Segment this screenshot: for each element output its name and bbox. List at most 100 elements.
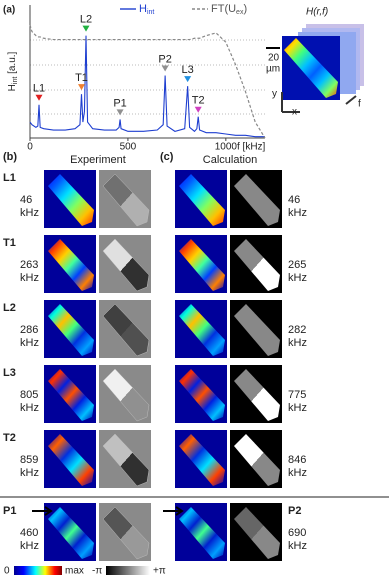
colorbar-label: -π [92, 566, 102, 577]
column-header: Calculation [203, 154, 257, 166]
frequency-unit: kHz [20, 402, 39, 414]
frequency-unit: kHz [288, 540, 307, 552]
frequency: 46 [20, 194, 32, 206]
calc-amplitude [179, 507, 225, 559]
inset-strip [284, 38, 338, 98]
legend-label: Hint [139, 3, 154, 16]
exp-phase [102, 506, 150, 560]
peak-label: T1 [75, 72, 88, 84]
frequency: 265 [288, 259, 306, 271]
y-label-main: H [7, 84, 18, 91]
colorbar-label: max [65, 566, 84, 577]
legend-name: H [139, 3, 147, 15]
legend-name: FT(U [211, 3, 236, 15]
frequency-unit: kHz [20, 540, 39, 552]
frequency-unit: kHz [288, 272, 307, 284]
peak-marker [35, 94, 43, 101]
grid [30, 39, 265, 115]
y-label-unit: [a.u.] [7, 51, 18, 76]
frequency-unit: kHz [20, 467, 39, 479]
axis-f: f [358, 99, 361, 110]
exp-amplitude [48, 434, 94, 486]
exp-amplitude [48, 369, 94, 421]
axis-arrows [281, 92, 357, 113]
excitation-arrow [32, 506, 53, 516]
panel-label: (b) [3, 151, 17, 163]
axis-y: y [272, 89, 277, 100]
calc-phase [234, 304, 280, 356]
peak-label: T2 [192, 95, 205, 107]
column-header: Experiment [70, 154, 126, 166]
peak-label: L2 [80, 13, 92, 25]
inset-title: H(r,f) [306, 7, 328, 18]
x-axis-label: f [kHz] [237, 142, 266, 153]
peak-marker [116, 109, 124, 116]
exp-amplitude [48, 239, 94, 291]
panel-label: (a) [3, 5, 15, 16]
frequency: 286 [20, 324, 38, 336]
mode-label: T2 [3, 432, 16, 444]
axis-x: x [292, 107, 297, 118]
calc-amplitude [179, 239, 225, 291]
frequency-unit: kHz [20, 207, 39, 219]
calc-phase [234, 434, 280, 486]
y-label-sub: int [12, 77, 19, 84]
peak-marker [161, 65, 169, 72]
exp-amplitude [48, 174, 94, 226]
exp-amplitude [48, 507, 94, 559]
frequency-unit: kHz [20, 337, 39, 349]
legend-end: ) [243, 3, 247, 15]
calc-amplitude [179, 369, 225, 421]
mode-label: L2 [3, 302, 16, 314]
mode-label: L1 [3, 172, 16, 184]
x-tick-label: 0 [27, 142, 33, 153]
frequency: 690 [288, 527, 306, 539]
frequency-unit: kHz [288, 402, 307, 414]
legend-label: FT(Uex) [211, 3, 247, 16]
calc-amplitude [179, 304, 225, 356]
frequency-unit: kHz [288, 207, 307, 219]
frequency: 805 [20, 389, 38, 401]
exp-phase [102, 238, 150, 292]
legend-sub: int [147, 9, 154, 16]
mode-label: T1 [3, 237, 16, 249]
calc-amplitude [179, 174, 225, 226]
peak-marker [184, 76, 192, 83]
colorbar-label: 0 [4, 566, 10, 577]
peak-label: L3 [182, 64, 194, 76]
series-line [29, 24, 266, 139]
peak-label: L1 [33, 83, 45, 95]
calc-amplitude [179, 434, 225, 486]
peak-marker [82, 25, 90, 32]
frequency: 263 [20, 259, 38, 271]
frequency-unit: kHz [288, 337, 307, 349]
series-line [29, 35, 265, 138]
scale-unit: µm [266, 64, 280, 75]
frequency: 282 [288, 324, 306, 336]
exp-phase [102, 433, 150, 487]
frequency: 460 [20, 527, 38, 539]
frequency: 859 [20, 454, 38, 466]
calc-phase [234, 507, 280, 559]
exp-phase [102, 173, 150, 227]
exp-phase [102, 303, 150, 357]
scale-value: 20 [268, 53, 280, 64]
exp-amplitude [48, 304, 94, 356]
peak-marker [78, 84, 86, 91]
colorbar-phase [106, 566, 150, 575]
mode-label: P2 [288, 505, 301, 517]
frequency: 775 [288, 389, 306, 401]
frequency: 846 [288, 454, 306, 466]
peak-label: P2 [158, 53, 171, 65]
peak-label: P1 [113, 97, 126, 109]
calc-phase [234, 174, 280, 226]
frequency: 46 [288, 194, 300, 206]
exp-phase [102, 368, 150, 422]
mode-label: P1 [3, 505, 16, 517]
legend-sub: ex [236, 9, 244, 16]
calc-phase [234, 369, 280, 421]
